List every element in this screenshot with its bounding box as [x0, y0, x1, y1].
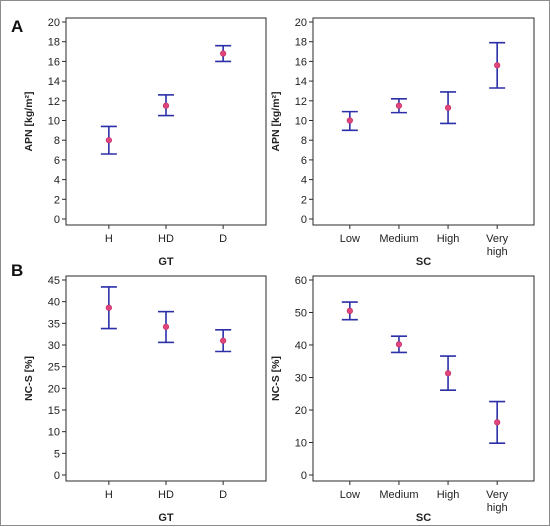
mean-point	[162, 323, 170, 330]
y-tick-label: 45	[48, 275, 60, 287]
y-tick-label: 16	[48, 56, 60, 68]
y-tick-label: 6	[301, 155, 307, 167]
y-tick-label: 0	[301, 214, 307, 226]
mean-point	[105, 137, 112, 144]
x-axis-label: GT	[158, 512, 174, 524]
y-axis-label: NC-S [%]	[23, 356, 35, 401]
y-axis-label: APN [kg/m²]	[270, 91, 282, 151]
plot-frame	[312, 275, 535, 482]
y-tick-label: 15	[48, 405, 60, 417]
mean-point	[105, 304, 112, 311]
x-tick-label: D	[219, 233, 227, 245]
x-axis-label: SC	[416, 256, 431, 268]
plot-frame	[65, 275, 267, 482]
y-tick-label: 10	[48, 427, 60, 439]
y-tick-label: 18	[295, 37, 307, 49]
x-tick-label: H	[105, 489, 113, 501]
x-tick-label: Low	[340, 233, 360, 245]
panel-label-b: B	[11, 261, 24, 280]
x-axis-label: GT	[158, 256, 174, 268]
x-tick-label: Very high	[486, 489, 509, 514]
y-tick-label: 14	[295, 76, 307, 88]
x-tick-label: D	[219, 489, 227, 501]
x-tick-label: Very high	[486, 233, 509, 258]
y-tick-label: 14	[48, 76, 60, 88]
y-tick-label: 2	[54, 194, 60, 206]
y-tick-label: 20	[295, 17, 307, 29]
y-tick-label: 40	[295, 340, 307, 352]
y-tick-label: 8	[301, 135, 307, 147]
x-tick-label: Low	[340, 489, 360, 501]
y-tick-label: 5	[54, 448, 60, 460]
y-tick-label: 20	[295, 405, 307, 417]
mean-point	[395, 341, 403, 348]
y-tick-label: 10	[295, 438, 307, 450]
plot-frame	[312, 17, 535, 226]
chart-ncs-gt: 0 5 10 15 20 25 30 35 40 45 NC-S [%] H HD D GT	[23, 275, 267, 524]
y-axis-label: APN [kg/m²]	[23, 91, 35, 151]
panel-label-a: A	[11, 17, 24, 36]
y-tick-label: 16	[295, 56, 307, 68]
plot-frame	[65, 17, 267, 226]
x-tick-label: Medium	[379, 489, 418, 501]
y-tick-label: 6	[54, 155, 60, 167]
x-tick-label: Medium	[379, 233, 418, 245]
mean-point	[444, 370, 452, 377]
mean-point	[494, 419, 501, 426]
y-axis-label: NC-S [%]	[270, 356, 282, 401]
chart-apn-sc: 0 2 4 6 8 10 12 14 16 18 20 APN [kg/m²] Low Medium Hig…	[270, 17, 535, 268]
mean-point	[220, 337, 227, 344]
x-tick-label: H	[105, 233, 113, 245]
y-tick-label: 0	[54, 470, 60, 482]
y-tick-label: 60	[295, 275, 307, 287]
x-axis-label: SC	[416, 512, 431, 524]
y-tick-label: 4	[301, 175, 307, 187]
y-tick-label: 50	[295, 308, 307, 320]
y-tick-label: 30	[48, 340, 60, 352]
y-tick-label: 2	[301, 194, 307, 206]
y-tick-label: 0	[301, 470, 307, 482]
x-tick-label: High	[437, 233, 460, 245]
y-tick-label: 8	[54, 135, 60, 147]
chart-ncs-sc: 0 10 20 30 40 50 60 NC-S [%] Low Medium High Very hi…	[270, 275, 535, 524]
y-tick-label: 10	[295, 116, 307, 128]
mean-point	[162, 102, 170, 109]
y-tick-label: 40	[48, 297, 60, 309]
y-tick-label: 10	[48, 116, 60, 128]
mean-point	[444, 104, 452, 111]
y-tick-label: 30	[295, 373, 307, 385]
x-tick-label: HD	[158, 489, 174, 501]
y-tick-label: 12	[48, 96, 60, 108]
y-tick-label: 12	[295, 96, 307, 108]
y-tick-label: 20	[48, 17, 60, 29]
x-tick-label: High	[437, 489, 460, 501]
y-tick-label: 35	[48, 318, 60, 330]
y-tick-label: 0	[54, 214, 60, 226]
y-tick-label: 4	[54, 175, 60, 187]
x-tick-label: HD	[158, 233, 174, 245]
mean-point	[220, 50, 227, 57]
mean-point	[395, 102, 403, 109]
mean-point	[346, 307, 353, 314]
chart-apn-gt: 0 2 4 6 8 10 12 14 16 18 20 APN [kg/m²] H HD D GT	[23, 17, 267, 268]
y-tick-label: 20	[48, 383, 60, 395]
y-tick-label: 18	[48, 37, 60, 49]
mean-point	[346, 117, 353, 124]
mean-point	[494, 62, 501, 69]
y-tick-label: 25	[48, 362, 60, 374]
